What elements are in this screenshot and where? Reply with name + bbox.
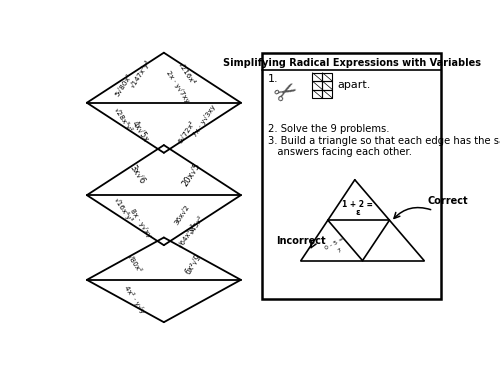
Text: Correct: Correct — [427, 196, 468, 206]
Text: answers facing each other.: answers facing each other. — [268, 147, 412, 157]
Text: Simplifying Radical Expressions with Variables: Simplifying Radical Expressions with Var… — [222, 58, 480, 68]
Text: 4x² · y√y: 4x² · y√y — [123, 284, 146, 314]
Text: √80x²: √80x² — [126, 253, 143, 274]
Text: 0 - 5 =: 0 - 5 = — [324, 236, 345, 250]
Text: 7: 7 — [336, 248, 342, 254]
Text: 3x√6: 3x√6 — [128, 163, 146, 186]
Text: √45x²: √45x² — [188, 214, 204, 236]
Text: 2. Solve the 9 problems.: 2. Solve the 9 problems. — [268, 123, 390, 134]
Text: ε: ε — [355, 209, 360, 218]
Text: 7x · y√3xy: 7x · y√3xy — [191, 103, 216, 138]
Text: 6x²√9: 6x²√9 — [184, 252, 203, 276]
Text: 36x√2: 36x√2 — [174, 204, 192, 226]
Text: √28x³y²: √28x³y² — [113, 106, 134, 134]
Text: √147x³y³: √147x³y³ — [129, 58, 152, 89]
Text: 1.: 1. — [268, 74, 278, 84]
Text: Incorrect: Incorrect — [276, 236, 326, 246]
Text: √16x⁴y³: √16x⁴y³ — [113, 196, 134, 224]
Text: 3. Build a triangle so that each edge has the same: 3. Build a triangle so that each edge ha… — [268, 136, 500, 146]
Text: 1 + 2 =: 1 + 2 = — [342, 200, 373, 209]
Text: √64x³y³: √64x³y³ — [176, 223, 198, 249]
Text: 8x · y√xy: 8x · y√xy — [129, 207, 152, 238]
Text: 4x√5x: 4x√5x — [130, 119, 151, 144]
Text: 5√80x²: 5√80x² — [114, 73, 134, 98]
FancyBboxPatch shape — [262, 53, 441, 299]
Text: 2x · y√7xy: 2x · y√7xy — [165, 69, 190, 104]
Text: √216x⁴: √216x⁴ — [178, 61, 197, 86]
Text: 20x√5: 20x√5 — [180, 161, 202, 188]
Text: ✂: ✂ — [270, 75, 304, 111]
Text: apart.: apart. — [337, 80, 370, 90]
Text: 6√72x²: 6√72x² — [178, 119, 197, 144]
